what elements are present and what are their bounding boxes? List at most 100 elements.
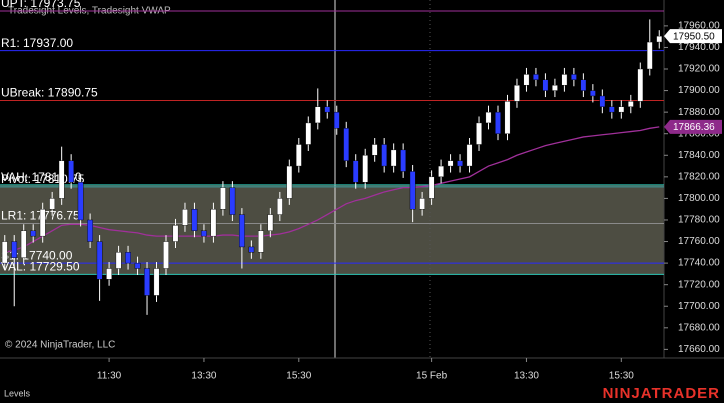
- price-marker: [664, 29, 722, 44]
- candle-body: [504, 101, 511, 134]
- x-tick-label: 13:30: [514, 371, 539, 382]
- level-label: UBreak: 17890.75: [1, 86, 98, 100]
- candle-body: [30, 230, 37, 237]
- y-tick-label: 17940.00: [678, 42, 720, 53]
- candle-body: [87, 219, 93, 242]
- candle-body: [485, 111, 492, 124]
- candle-body: [115, 252, 122, 269]
- candle-body: [362, 155, 369, 183]
- candle-body: [409, 171, 416, 210]
- candle-body: [134, 262, 141, 269]
- candle-body: [210, 208, 217, 237]
- candle-body: [476, 122, 482, 145]
- candle-body: [580, 79, 587, 91]
- candle-body: [627, 101, 634, 107]
- price-marker-label: 17950.50: [673, 31, 715, 42]
- candle-body: [1, 241, 8, 264]
- candle-body: [457, 160, 463, 167]
- candle-body: [590, 90, 596, 97]
- candle-body: [314, 106, 321, 124]
- x-tick-label: 15 Feb: [416, 371, 448, 382]
- candle-body: [153, 268, 160, 296]
- candle-body: [106, 268, 112, 280]
- candle-body: [571, 74, 577, 80]
- candle-body: [11, 241, 18, 258]
- candle-body: [390, 149, 397, 167]
- candle-body: [229, 187, 236, 215]
- y-tick-label: 17880.00: [678, 107, 720, 118]
- candle-body: [428, 176, 435, 199]
- candle-body: [220, 187, 226, 210]
- candle-body: [96, 241, 103, 280]
- candle-body: [182, 208, 188, 226]
- x-tick-label: 13:30: [191, 371, 216, 382]
- y-tick-label: 17900.00: [678, 85, 720, 96]
- y-tick-label: 17780.00: [678, 215, 720, 226]
- y-tick-label: 17700.00: [678, 301, 720, 312]
- tab-label[interactable]: Levels: [4, 388, 31, 398]
- candle-body: [77, 182, 84, 221]
- candle-body: [20, 230, 27, 258]
- candle-body: [381, 144, 388, 167]
- candle-body: [239, 214, 245, 248]
- y-tick-label: 17760.00: [678, 236, 720, 247]
- y-tick-label: 17960.00: [678, 21, 720, 32]
- level-label: S1: 17740.00: [1, 248, 73, 262]
- candle-body: [400, 149, 406, 172]
- candle-body: [267, 214, 274, 231]
- y-tick-label: 17680.00: [678, 322, 720, 333]
- candle-body: [286, 165, 293, 199]
- x-tick-label: 11:30: [97, 371, 122, 382]
- candle-body: [144, 268, 150, 296]
- candle-body: [352, 160, 359, 183]
- candle-body: [248, 246, 255, 253]
- candle-body: [324, 106, 331, 113]
- candle-body: [447, 160, 454, 167]
- y-tick-label: 17720.00: [678, 279, 720, 290]
- level-label: UPT: 17973.75: [1, 0, 81, 10]
- y-tick-label: 17820.00: [678, 171, 720, 182]
- candle-body: [495, 111, 501, 134]
- candle-body: [163, 241, 169, 269]
- candle-body: [646, 41, 653, 70]
- candle-body: [637, 68, 644, 102]
- candle-body: [514, 84, 520, 102]
- candle-body: [49, 198, 56, 210]
- candle-body: [599, 95, 606, 107]
- y-tick-label: 17800.00: [678, 193, 720, 204]
- candle-body: [419, 198, 425, 210]
- candle-body: [258, 230, 264, 253]
- candle-body: [68, 160, 74, 183]
- y-tick-label: 17660.00: [678, 344, 720, 355]
- y-tick-label: 17840.00: [678, 150, 720, 161]
- price-marker: [664, 119, 722, 134]
- candle-body: [552, 84, 558, 91]
- candle-body: [125, 252, 131, 264]
- candle-body: [656, 35, 663, 43]
- candle-body: [39, 208, 46, 237]
- candle-body: [618, 106, 625, 113]
- copyright: © 2024 NinjaTrader, LLC: [5, 340, 115, 351]
- x-tick-label: 15:30: [286, 371, 311, 382]
- level-label: VAL: 17729.50: [1, 260, 80, 274]
- candle-body: [172, 225, 179, 242]
- candle-body: [533, 74, 539, 80]
- price-marker-label: 17866.36: [673, 122, 715, 133]
- candle-body: [58, 160, 65, 199]
- level-label: R1: 17937.00: [1, 36, 73, 50]
- candle-body: [438, 165, 444, 178]
- candle-body: [371, 144, 378, 156]
- candle-body: [523, 74, 530, 86]
- candle-body: [295, 144, 302, 167]
- candle-body: [561, 74, 568, 86]
- candle-body: [542, 79, 549, 91]
- candle-body: [466, 144, 473, 167]
- candle-body: [608, 106, 615, 113]
- y-tick-label: 17740.00: [678, 258, 720, 269]
- candle-body: [191, 208, 198, 231]
- x-tick-label: 15:30: [609, 371, 634, 382]
- candle-body: [305, 122, 312, 145]
- brand-logo: NINJATRADER: [603, 385, 720, 402]
- candle-body: [276, 198, 283, 215]
